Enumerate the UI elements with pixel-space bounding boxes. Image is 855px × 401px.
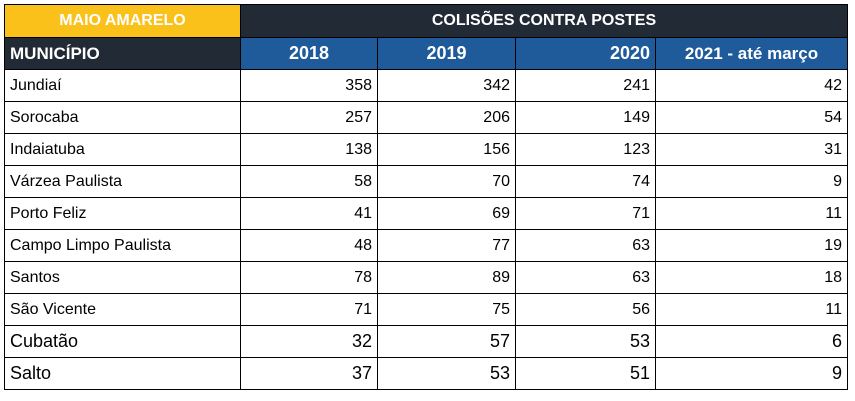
- value-cell: 56: [515, 293, 656, 326]
- municipio-cell: Várzea Paulista: [4, 165, 241, 198]
- municipio-cell: Indaiatuba: [4, 133, 241, 166]
- value-cell: 206: [377, 101, 516, 134]
- value-cell: 77: [377, 229, 516, 262]
- value-cell: 18: [655, 261, 848, 294]
- table-row: Cubatão 32 57 53 6: [4, 325, 848, 358]
- table-row: São Vicente 71 75 56 11: [4, 293, 848, 326]
- value-cell: 53: [377, 357, 516, 390]
- value-cell: 69: [377, 197, 516, 230]
- value-cell: 71: [515, 197, 656, 230]
- municipio-cell: Salto: [4, 357, 241, 390]
- value-cell: 48: [240, 229, 378, 262]
- value-cell: 89: [377, 261, 516, 294]
- collisions-table: MAIO AMARELO COLISÕES CONTRA POSTES MUNI…: [4, 4, 848, 390]
- value-cell: 74: [515, 165, 656, 198]
- value-cell: 6: [655, 325, 848, 358]
- value-cell: 11: [655, 293, 848, 326]
- value-cell: 70: [377, 165, 516, 198]
- table-row: Jundiaí 358 342 241 42: [4, 69, 848, 102]
- group-title: COLISÕES CONTRA POSTES: [240, 4, 848, 38]
- value-cell: 19: [655, 229, 848, 262]
- municipio-cell: São Vicente: [4, 293, 241, 326]
- column-header-year: 2021 - até março: [655, 37, 848, 70]
- value-cell: 358: [240, 69, 378, 102]
- value-cell: 58: [240, 165, 378, 198]
- table-row: Salto 37 53 51 9: [4, 357, 848, 390]
- table-row: Indaiatuba 138 156 123 31: [4, 133, 848, 166]
- value-cell: 11: [655, 197, 848, 230]
- value-cell: 123: [515, 133, 656, 166]
- value-cell: 37: [240, 357, 378, 390]
- value-cell: 9: [655, 165, 848, 198]
- column-header-year: 2018: [240, 37, 378, 70]
- table-row: Várzea Paulista 58 70 74 9: [4, 165, 848, 198]
- value-cell: 51: [515, 357, 656, 390]
- table-row: Sorocaba 257 206 149 54: [4, 101, 848, 134]
- data-table-container: MAIO AMARELO COLISÕES CONTRA POSTES MUNI…: [4, 4, 848, 390]
- value-cell: 71: [240, 293, 378, 326]
- value-cell: 31: [655, 133, 848, 166]
- value-cell: 156: [377, 133, 516, 166]
- municipio-cell: Cubatão: [4, 325, 241, 358]
- table-row: Campo Limpo Paulista 48 77 63 19: [4, 229, 848, 262]
- value-cell: 41: [240, 197, 378, 230]
- value-cell: 42: [655, 69, 848, 102]
- value-cell: 63: [515, 229, 656, 262]
- municipio-cell: Sorocaba: [4, 101, 241, 134]
- value-cell: 32: [240, 325, 378, 358]
- municipio-cell: Porto Feliz: [4, 197, 241, 230]
- value-cell: 63: [515, 261, 656, 294]
- value-cell: 78: [240, 261, 378, 294]
- municipio-cell: Campo Limpo Paulista: [4, 229, 241, 262]
- value-cell: 241: [515, 69, 656, 102]
- value-cell: 57: [377, 325, 516, 358]
- value-cell: 75: [377, 293, 516, 326]
- value-cell: 149: [515, 101, 656, 134]
- table-row: Porto Feliz 41 69 71 11: [4, 197, 848, 230]
- value-cell: 138: [240, 133, 378, 166]
- column-header-year: 2019: [377, 37, 516, 70]
- table-row: Santos 78 89 63 18: [4, 261, 848, 294]
- value-cell: 54: [655, 101, 848, 134]
- value-cell: 9: [655, 357, 848, 390]
- municipio-cell: Jundiaí: [4, 69, 241, 102]
- campaign-tag: MAIO AMARELO: [4, 4, 241, 38]
- column-header-municipio: MUNICÍPIO: [4, 37, 241, 70]
- value-cell: 257: [240, 101, 378, 134]
- value-cell: 53: [515, 325, 656, 358]
- value-cell: 342: [377, 69, 516, 102]
- municipio-cell: Santos: [4, 261, 241, 294]
- column-header-year: 2020: [515, 37, 656, 70]
